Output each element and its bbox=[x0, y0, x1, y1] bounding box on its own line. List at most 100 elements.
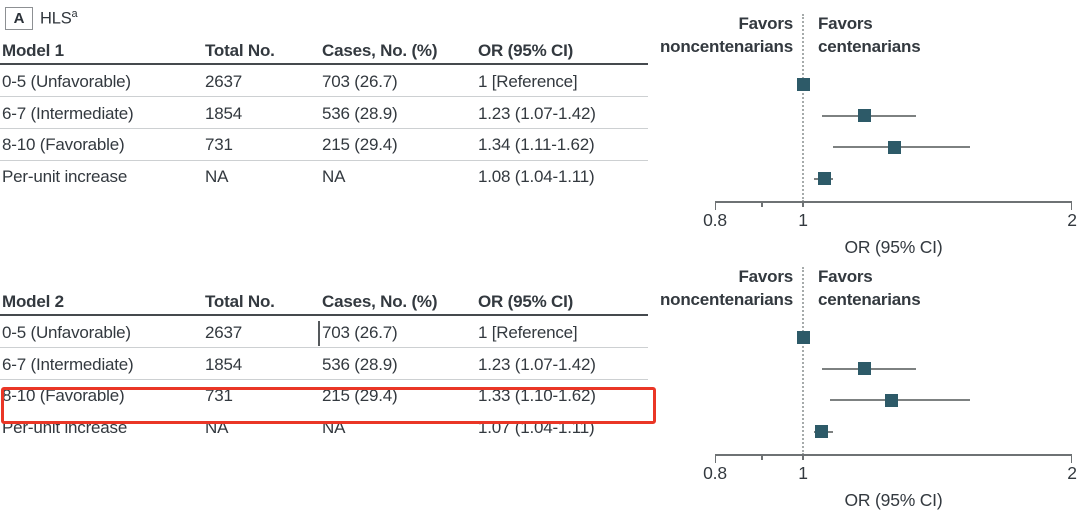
table-row: 0-5 (Unfavorable) 2637 703 (26.7) 1 [Ref… bbox=[0, 66, 648, 97]
or-point-reference bbox=[796, 330, 810, 344]
row-separator bbox=[0, 128, 648, 129]
x-axis-line bbox=[715, 454, 1072, 456]
or-ci-value: 1.34 (1.11-1.62) bbox=[478, 135, 595, 154]
axis-tick-label-0-8: 0.8 bbox=[703, 463, 727, 483]
or-point-reference bbox=[796, 77, 810, 91]
text-caret bbox=[318, 321, 320, 346]
column-header-model2: Model 2 bbox=[2, 292, 64, 311]
or-ci-value: 1.23 (1.07-1.42) bbox=[478, 103, 596, 123]
column-header-model1: Model 1 bbox=[2, 41, 64, 60]
or-ci-value: 1 [Reference] bbox=[478, 323, 578, 342]
table-header-rule bbox=[0, 314, 648, 316]
column-header-total: Total No. bbox=[205, 292, 275, 311]
axis-tick-2 bbox=[1070, 201, 1072, 210]
panel-title: HLSa bbox=[40, 8, 78, 29]
cases-value: 703 (26.7) bbox=[322, 323, 398, 342]
axis-tick-1 bbox=[802, 201, 804, 207]
axis-tick-1 bbox=[802, 454, 804, 460]
axis-tick-label-2: 2 bbox=[1067, 210, 1077, 230]
table-row: 0-5 (Unfavorable) 2637 703 (26.7) 1 [Ref… bbox=[0, 317, 648, 348]
or-point-estimate bbox=[885, 393, 899, 407]
column-header-or: OR (95% CI) bbox=[478, 292, 574, 311]
table-model-1: Model 1 Total No. Cases, No. (%) OR (95%… bbox=[0, 40, 648, 198]
x-axis-title: OR (95% CI) bbox=[844, 490, 943, 510]
or-point-estimate bbox=[818, 172, 832, 185]
highlight-box-model2-favorable-row bbox=[1, 387, 656, 424]
cases-value: 536 (28.9) bbox=[322, 103, 398, 123]
forest-plot-model-2: Favors noncentenarians Favors centenarians… bbox=[0, 253, 1080, 513]
favors-left-line2: noncentenarians bbox=[659, 290, 793, 309]
favors-right-line1: Favors bbox=[818, 14, 873, 33]
table-row-highlighted: 8-10 (Favorable) 731 215 (29.4) 1.33 (1.… bbox=[0, 380, 648, 411]
cases-value: 215 (29.4) bbox=[322, 135, 398, 154]
favors-left-line2: noncentenarians bbox=[659, 37, 793, 56]
x-axis-title: OR (95% CI) bbox=[844, 237, 943, 257]
or-ci-value: 1.23 (1.07-1.42) bbox=[478, 354, 596, 374]
column-header-cases: Cases, No. (%) bbox=[322, 292, 438, 311]
row-label: Per-unit increase bbox=[2, 167, 128, 186]
panel-title-text: HLS bbox=[40, 9, 72, 28]
row-label: 8-10 (Favorable) bbox=[2, 386, 125, 405]
favors-left-line1: Favors bbox=[738, 14, 793, 33]
total-no-value: NA bbox=[205, 167, 229, 186]
row-separator bbox=[0, 160, 648, 161]
axis-tick-label-2: 2 bbox=[1067, 463, 1077, 483]
column-header-total: Total No. bbox=[205, 41, 275, 60]
favors-noncentenarians-label: Favors noncentenarians bbox=[560, 265, 793, 311]
cases-value: 536 (28.9) bbox=[322, 354, 398, 374]
column-header-or: OR (95% CI) bbox=[478, 41, 574, 60]
favors-left-line1: Favors bbox=[738, 267, 793, 286]
axis-tick-0-8 bbox=[714, 201, 716, 210]
favors-right-line2: centenarians bbox=[818, 37, 921, 56]
table-header-rule bbox=[0, 63, 648, 65]
or-ci-value: 1.08 (1.04-1.11) bbox=[478, 167, 595, 186]
total-no-value: 731 bbox=[205, 386, 233, 405]
column-header-cases: Cases, No. (%) bbox=[322, 41, 438, 60]
table-row: 8-10 (Favorable) 731 215 (29.4) 1.34 (1.… bbox=[0, 129, 648, 160]
total-no-value: 731 bbox=[205, 135, 233, 154]
cases-value: NA bbox=[322, 167, 346, 186]
favors-noncentenarians-label: Favors noncentenarians bbox=[560, 12, 793, 58]
row-separator bbox=[0, 347, 648, 348]
table-row: 6-7 (Intermediate) 1854 536 (28.9) 1.23 … bbox=[0, 349, 648, 380]
table-row: Per-unit increase NA NA 1.08 (1.04-1.11) bbox=[0, 161, 648, 192]
axis-tick-label-0-8: 0.8 bbox=[703, 210, 727, 230]
axis-tick-0-9 bbox=[761, 201, 763, 207]
axis-tick-0-9 bbox=[761, 454, 763, 460]
favors-right-line1: Favors bbox=[818, 267, 873, 286]
row-separator bbox=[0, 96, 648, 97]
ci-whisker bbox=[829, 399, 970, 401]
row-label: 6-7 (Intermediate) bbox=[2, 354, 134, 374]
panel-title-superscript: a bbox=[71, 8, 78, 20]
or-point-estimate bbox=[858, 362, 872, 375]
axis-tick-2 bbox=[1070, 454, 1072, 463]
ci-whisker bbox=[832, 146, 970, 148]
or-point-estimate bbox=[858, 109, 872, 122]
reference-line-or-1 bbox=[802, 14, 804, 202]
panel-letter-badge: A bbox=[5, 7, 33, 30]
reference-line-or-1 bbox=[802, 267, 804, 455]
axis-tick-label-1: 1 bbox=[798, 463, 808, 483]
table-row: 6-7 (Intermediate) 1854 536 (28.9) 1.23 … bbox=[0, 98, 648, 129]
x-axis-line bbox=[715, 201, 1072, 203]
total-no-value: 2637 bbox=[205, 323, 243, 342]
forest-plot-model-1: Favors noncentenarians Favors centenarians… bbox=[560, 12, 1077, 257]
or-point-estimate bbox=[815, 425, 829, 438]
row-label: 6-7 (Intermediate) bbox=[2, 103, 134, 123]
or-ci-value: 1.33 (1.10-1.62) bbox=[478, 386, 596, 405]
cases-value: 215 (29.4) bbox=[322, 386, 398, 405]
favors-centenarians-label: Favors centenarians bbox=[818, 12, 1038, 58]
cases-value: 703 (26.7) bbox=[322, 72, 398, 91]
row-label: 0-5 (Unfavorable) bbox=[2, 323, 131, 342]
row-separator bbox=[0, 379, 648, 380]
or-ci-value: 1 [Reference] bbox=[478, 72, 578, 91]
favors-right-line2: centenarians bbox=[818, 290, 921, 309]
row-label: 0-5 (Unfavorable) bbox=[2, 72, 131, 91]
favors-centenarians-label: Favors centenarians bbox=[818, 265, 1038, 311]
or-point-estimate bbox=[887, 140, 901, 154]
total-no-value: 1854 bbox=[205, 354, 243, 374]
axis-tick-label-1: 1 bbox=[798, 210, 808, 230]
total-no-value: 1854 bbox=[205, 103, 243, 123]
row-label: 8-10 (Favorable) bbox=[2, 135, 125, 154]
